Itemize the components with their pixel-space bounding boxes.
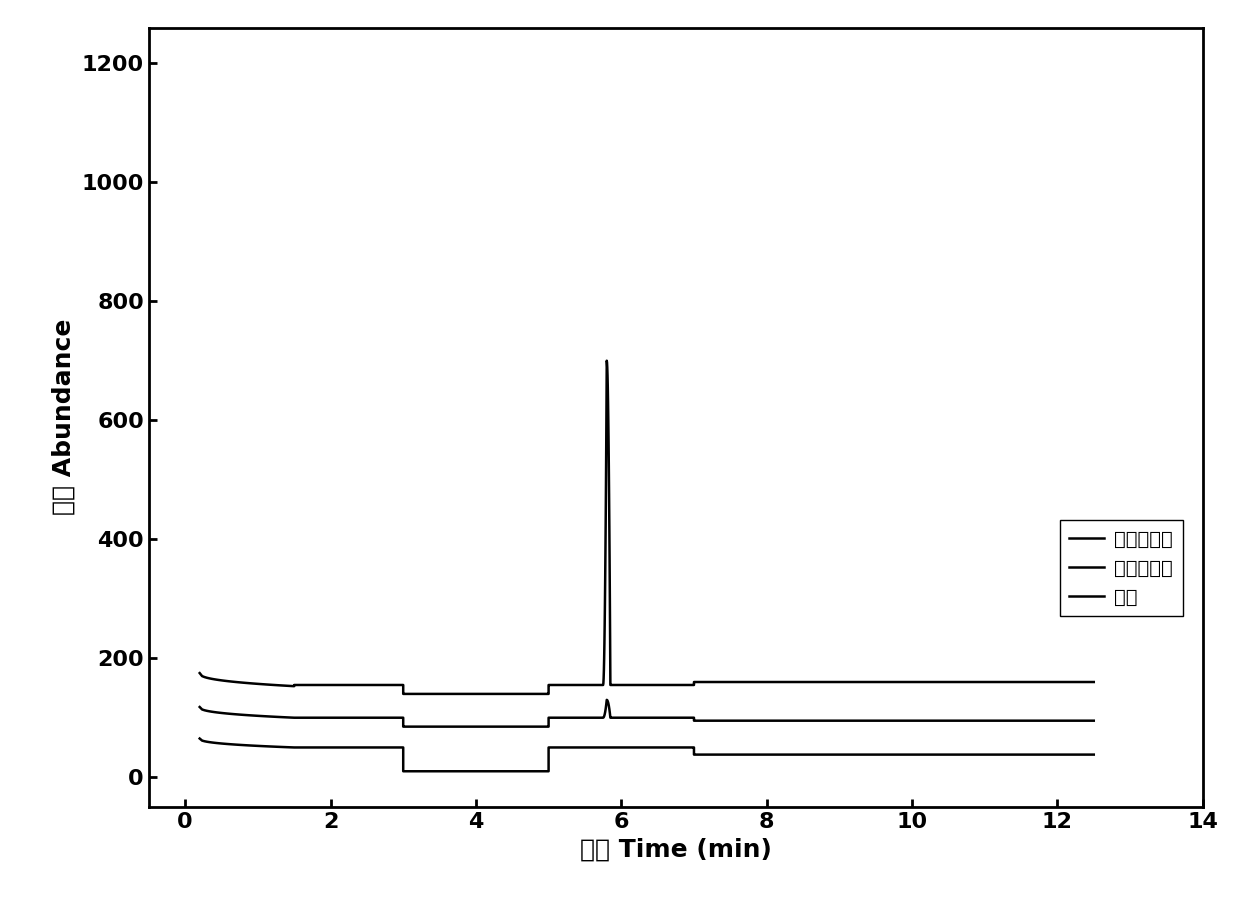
空白	[192, 733, 207, 744]
空白	[1086, 749, 1101, 760]
对照品溶液	[599, 355, 614, 366]
Line: 空白: 空白	[200, 738, 1094, 771]
Line: 灵敏度溶液: 灵敏度溶液	[200, 700, 1094, 726]
灵敏度溶液	[223, 709, 238, 720]
Legend: 对照品溶液, 灵敏度溶液, 空白: 对照品溶液, 灵敏度溶液, 空白	[1060, 521, 1183, 616]
对照品溶液	[192, 668, 207, 679]
灵敏度溶液	[192, 702, 207, 713]
空白	[396, 766, 410, 777]
对照品溶液	[1086, 677, 1101, 688]
对照品溶液	[601, 414, 616, 425]
灵敏度溶液	[1086, 715, 1101, 726]
对照品溶液	[596, 678, 611, 689]
对照品溶液	[601, 490, 616, 501]
灵敏度溶液	[205, 706, 219, 717]
灵敏度溶液	[396, 721, 410, 732]
空白	[217, 738, 232, 749]
空白	[228, 739, 243, 750]
Line: 对照品溶液: 对照品溶液	[200, 360, 1094, 694]
空白	[281, 742, 296, 753]
灵敏度溶液	[596, 711, 611, 722]
灵敏度溶液	[253, 711, 268, 722]
灵敏度溶液	[273, 712, 288, 723]
空白	[233, 739, 248, 750]
对照品溶液	[600, 381, 615, 392]
灵敏度溶液	[286, 713, 301, 724]
Y-axis label: 丰度 Abundance: 丰度 Abundance	[52, 319, 76, 515]
灵敏度溶液	[599, 694, 614, 705]
空白	[241, 740, 255, 751]
对照品溶液	[599, 355, 614, 366]
对照品溶液	[396, 689, 410, 700]
空白	[238, 740, 253, 751]
对照品溶液	[600, 396, 615, 407]
X-axis label: 时间 Time (min): 时间 Time (min)	[580, 837, 771, 861]
